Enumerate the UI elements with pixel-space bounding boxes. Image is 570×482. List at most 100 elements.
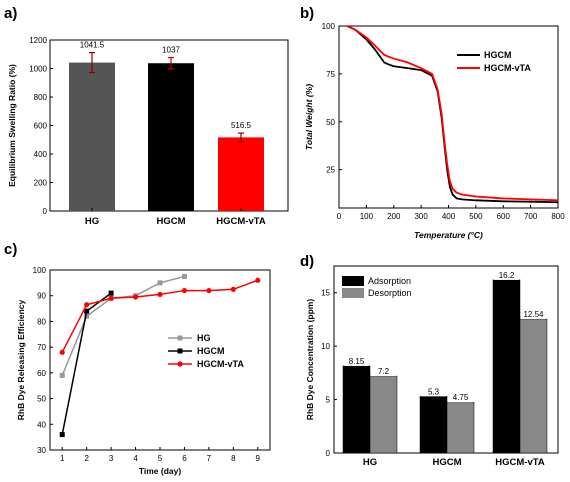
x-tick-label: 3 [109,454,114,463]
data-point-hg [59,372,65,378]
y-axis-title: Equilibrium Swelling Ratio (%) [7,64,17,187]
y-tick-label: 1200 [29,36,47,45]
bar-value-bg [521,309,546,320]
panel-label-c: c) [4,241,17,258]
bar-value-label: 5.3 [428,387,440,396]
data-point-hgcm-vta [157,291,163,298]
y-tick-label: 25 [326,166,335,175]
y-tick-label: 40 [37,420,46,429]
panel-label-d: d) [300,253,314,270]
legend-marker [177,361,183,367]
series-line-hgcm-vta [61,279,259,353]
x-tick-label: 7 [207,454,212,463]
y-axis-title: RhB Dye Releasing Efficiency [16,300,26,421]
y-tick-label: 5 [326,396,331,405]
chart-c: 1 2 3 4 5 6 7 8 9 30 40 50 60 70 80 90 100 HG HGCM HGCM-vTA… [16,266,271,476]
data-point-hgcm-vta [59,349,65,355]
data-point-hgcm-vta [255,277,261,283]
y-tick-label: 800 [34,93,48,102]
x-tick-label: HG [363,457,377,468]
bar-desorption-hgcm-vta [519,318,548,454]
panel-label-a: a) [4,5,17,22]
bar-value-label: 8.15 [349,357,365,366]
bar-hgcm [148,63,194,211]
data-point-hgcm-vta [108,295,114,301]
y-tick-label: 400 [34,150,48,159]
x-tick-label: 800 [551,212,565,221]
bar-value-bg [371,366,396,377]
chart-d: 0 5 10 15 8.15 7.2 HG 5.3 4.75 HGCM 16.2 12.54 HGCM-… [305,265,559,468]
bar-value-label: 4.75 [453,393,469,402]
series-line-hgcm [346,25,559,204]
data-point-hgcm-vta [132,294,139,300]
legend-marker [177,348,183,354]
y-tick-label: 80 [37,317,46,326]
x-tick-label: 100 [360,212,374,221]
legend-label: HG [197,333,211,343]
bar-desorption-hgcm [446,401,475,454]
data-point-hg [157,280,163,286]
y-tick-label: 100 [322,22,336,31]
data-point-hgcm-vta [206,287,212,294]
chart-b: 0 100 200 300 400 500 600 700 800 25 50 75 100 HGCM HG… [304,22,565,240]
y-tick-label: 50 [326,118,335,127]
data-point-hgcm-vta [181,287,188,294]
bar-value-bg [494,269,519,280]
data-point-hgcm-vta [230,286,236,292]
x-tick-label: 8 [231,454,236,463]
y-tick-label: 200 [34,179,48,188]
data-point-hgcm [59,432,65,438]
series-line-hgcm [61,292,112,435]
y-tick-label: 15 [321,289,330,298]
bar-value-label: 1037 [162,46,180,55]
x-tick-label: 2 [84,454,89,463]
data-point-hgcm-vta [84,302,90,308]
legend-marker [177,335,183,341]
x-tick-label: 300 [414,212,428,221]
bar-value-label: 516.5 [231,121,252,130]
x-tick-label: 400 [442,212,456,221]
x-tick-label: 9 [256,454,261,463]
bar-hgcm-vta [218,137,264,211]
x-tick-label: HGCM [156,216,185,227]
y-tick-label: 600 [34,122,48,131]
x-tick-label: 6 [182,454,187,463]
bar-hg [69,62,115,212]
y-tick-label: 1000 [29,65,47,74]
legend-swatch [342,276,364,286]
legend-label: HGCM-vTA [197,359,244,369]
x-tick-label: HGCM-vTA [495,457,545,468]
y-tick-label: 75 [326,70,335,79]
y-tick-label: 100 [33,266,47,275]
legend-label: Adsorption [368,276,411,286]
y-tick-label: 30 [37,446,46,455]
x-axis-title: Time (day) [139,466,182,476]
x-tick-label: HGCM-vTA [216,216,266,227]
series-line-hg [61,275,185,376]
bar-value-bg [421,386,446,397]
bar-value-label: 12.54 [523,310,544,319]
bar-desorption-hg [369,375,398,454]
data-point-hg [84,313,90,319]
y-tick-label: 70 [37,343,46,352]
x-tick-label: 1 [60,454,65,463]
y-tick-label: 50 [37,395,46,404]
data-point-hg [181,273,187,279]
bar-adsorption-hgcm [419,396,448,454]
x-axis-title: Temperature (°C) [414,230,483,240]
x-tick-label: HGCM [432,457,461,468]
data-point-hgcm [108,290,114,296]
legend-swatch [342,288,364,298]
x-tick-label: 4 [133,454,138,463]
x-tick-label: 5 [158,454,163,463]
panel-label-b: b) [300,5,314,22]
legend-label: Desorption [368,288,412,298]
legend-label: HGCM [197,346,225,356]
legend-label: HGCM [484,50,512,60]
bar-value-bg [344,355,369,366]
bar-value-bg [448,392,473,403]
y-tick-label: 0 [326,449,331,458]
data-point-hgcm [84,308,90,314]
series-line-hgcm-vta [346,25,559,202]
